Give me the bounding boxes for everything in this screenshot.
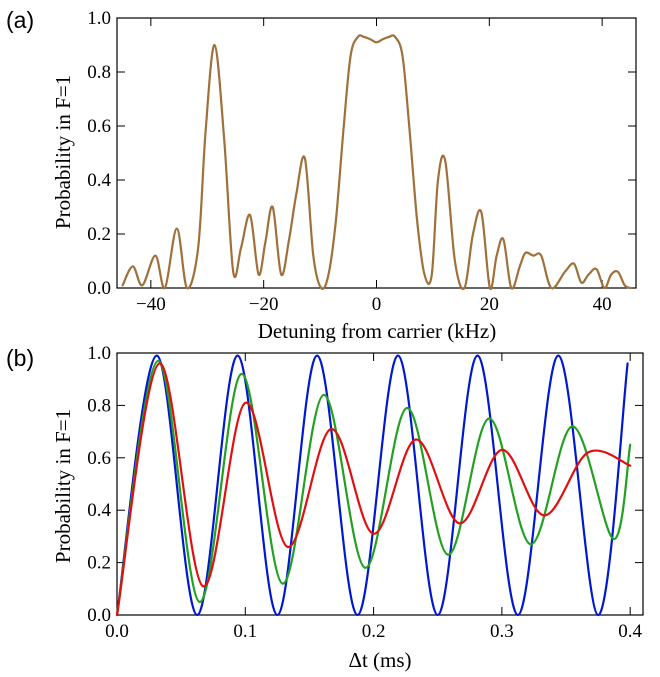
y-tick-label-a: 0.6 (87, 116, 111, 137)
x-tick-label-b: 0.1 (233, 621, 257, 642)
x-tick-label-a: −20 (249, 294, 279, 315)
y-tick-label-a: 0.0 (87, 278, 111, 299)
chart-panel-a: (a) −40 −20 0 20 40 0.0 0.2 0.4 0.6 0.8 1.0 Detuni… (6, 7, 637, 343)
plot-frame-a (116, 17, 637, 289)
x-tick-label-b: 0.0 (105, 621, 129, 642)
plot-area-a: −40 −20 0 20 40 0.0 0.2 0.4 0.6 0.8 1.0 (87, 8, 637, 315)
y-tick-label-a: 1.0 (87, 8, 111, 29)
x-tick-label-b: 0.3 (490, 621, 514, 642)
plot-frame-b (116, 352, 644, 616)
y-tick-label-b: 1.0 (87, 343, 111, 364)
y-tick-label-b: 0.8 (87, 395, 111, 416)
x-tick-label-a: 0 (372, 294, 382, 315)
series-line-b-1 (115, 359, 632, 617)
x-tick-label-a: 40 (593, 294, 612, 315)
x-tick-label-a: −40 (136, 294, 166, 315)
series-line-b-2 (115, 362, 632, 617)
panel-label-a: (a) (6, 7, 34, 33)
y-tick-label-b: 0.4 (87, 500, 111, 521)
x-tick-label-b: 0.4 (618, 621, 642, 642)
y-tick-label-a: 0.8 (87, 62, 111, 83)
x-tick-label-b: 0.2 (362, 621, 386, 642)
y-axis-label-b: Probability in F=1 (51, 409, 75, 563)
y-tick-label-b: 0.0 (87, 605, 111, 626)
panel-label-b: (b) (6, 345, 34, 371)
y-tick-label-a: 0.2 (87, 224, 111, 245)
series-line-a-0 (121, 34, 632, 291)
y-axis-label-a: Probability in F=1 (51, 75, 75, 229)
series-line-b-0 (115, 354, 629, 617)
x-axis-label-a: Detuning from carrier (kHz) (258, 319, 496, 343)
plot-area-b: 0.0 0.1 0.2 0.3 0.4 0.0 0.2 0.4 0.6 0.8 1.0 (87, 343, 644, 642)
y-tick-label-b: 0.2 (87, 553, 111, 574)
y-tick-label-b: 0.6 (87, 448, 111, 469)
y-tick-label-a: 0.4 (87, 170, 111, 191)
x-tick-label-a: 20 (480, 294, 499, 315)
x-axis-label-b: Δt (ms) (348, 648, 411, 672)
chart-panel-b: (b) 0.0 0.1 0.2 0.3 0.4 0.0 0.2 0.4 0.6 0.8 1.0 Δt… (6, 343, 644, 672)
